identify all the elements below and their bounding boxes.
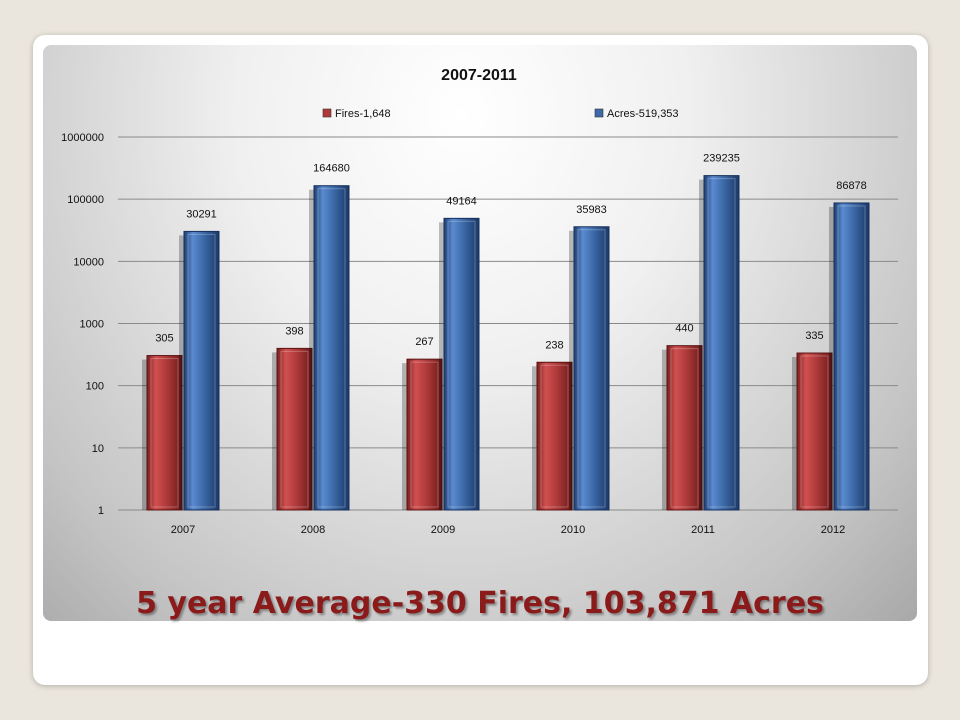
- data-label: 239235: [703, 153, 740, 165]
- data-label: 305: [155, 333, 173, 345]
- data-label: 440: [675, 323, 693, 335]
- data-label: 35983: [576, 204, 607, 216]
- data-label: 238: [545, 339, 563, 351]
- bar-fires: [406, 358, 443, 511]
- footer-summary: 5 year Average-330 Fires, 103,871 Acres: [136, 586, 824, 621]
- data-label: 49164: [446, 195, 477, 207]
- x-tick-label: 2012: [821, 524, 845, 536]
- x-tick-label: 2009: [431, 524, 455, 536]
- bar-fires: [796, 352, 833, 511]
- chart-panel: 2007-2011 Fires-1,648 Acres-519,353 1 10 10…: [43, 45, 917, 621]
- bar-bevel: [800, 355, 829, 508]
- data-label: 335: [805, 330, 823, 342]
- bar-fires: [666, 345, 703, 511]
- data-label: 164680: [313, 163, 350, 175]
- data-label: 267: [415, 336, 433, 348]
- y-tick-label: 10: [92, 443, 104, 455]
- x-tick-label: 2010: [561, 524, 585, 536]
- bar-acres: [443, 217, 480, 511]
- x-tick-label: 2007: [171, 524, 195, 536]
- bar-acres: [313, 185, 350, 511]
- x-tick-label: 2011: [691, 524, 715, 536]
- bar-bevel: [670, 348, 699, 508]
- bar-bevel: [837, 205, 866, 508]
- chart-title: 2007-2011: [441, 67, 517, 84]
- legend-swatch: [594, 108, 604, 118]
- bar-fires: [536, 361, 573, 511]
- bar-acres: [833, 202, 870, 511]
- bar-bevel: [707, 178, 736, 508]
- y-tick-label: 1000000: [61, 132, 104, 144]
- bars: 305 30291 398 164680 267 49164 238 35983 440 2392…: [142, 153, 870, 511]
- bar-bevel: [317, 188, 346, 508]
- legend-label: Acres-519,353: [607, 108, 679, 120]
- gridlines: [118, 136, 898, 511]
- bar-fires: [146, 355, 183, 511]
- legend-label: Fires-1,648: [335, 108, 391, 120]
- bar-bevel: [150, 358, 179, 508]
- y-axis-ticks: 1 10 100 1000 10000 100000 1000000: [61, 132, 104, 517]
- bar-bevel: [577, 229, 606, 508]
- chart: 2007-2011 Fires-1,648 Acres-519,353 1 10 10…: [61, 67, 898, 536]
- legend-swatch: [322, 108, 332, 118]
- y-tick-label: 1: [98, 505, 104, 517]
- data-label: 86878: [836, 180, 867, 192]
- bar-bevel: [280, 350, 309, 508]
- x-axis-ticks: 2007 2008 2009 2010 2011 2012: [171, 524, 845, 536]
- bar-acres: [183, 230, 220, 511]
- y-tick-label: 100: [86, 381, 104, 393]
- x-tick-label: 2008: [301, 524, 325, 536]
- data-label: 398: [285, 325, 303, 337]
- data-label: 30291: [186, 208, 217, 220]
- y-tick-label: 100000: [67, 194, 104, 206]
- bar-acres: [573, 226, 610, 511]
- y-tick-label: 1000: [80, 319, 104, 331]
- bar-bevel: [447, 220, 476, 508]
- bar-fires: [276, 347, 313, 511]
- bar-bevel: [410, 361, 439, 508]
- y-tick-label: 10000: [73, 256, 104, 268]
- bar-bevel: [540, 364, 569, 508]
- legend: Fires-1,648 Acres-519,353: [322, 108, 679, 120]
- bar-acres: [703, 175, 740, 511]
- bar-bevel: [187, 233, 216, 508]
